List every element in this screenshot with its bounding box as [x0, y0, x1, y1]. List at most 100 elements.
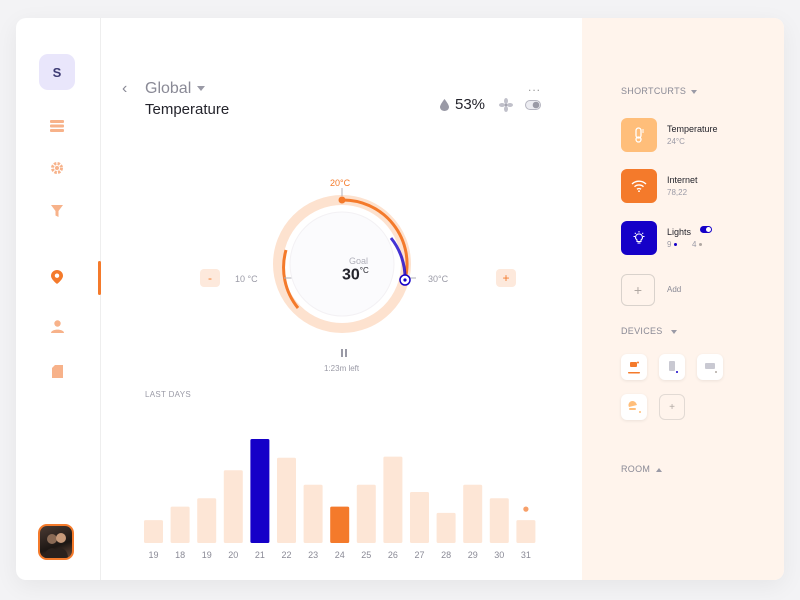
monitor-icon: [705, 363, 717, 373]
lightbulb-icon: [633, 231, 645, 244]
bar-6[interactable]: [303, 484, 323, 543]
main-panel: ‹ Global Temperature ... 53% 20°C - 10 °…: [100, 18, 582, 580]
shortcut-internet-tile[interactable]: [621, 169, 657, 203]
device-display[interactable]: [697, 354, 723, 380]
min-temp-label: 10 °C: [235, 274, 258, 284]
lights-value-a: 9: [667, 240, 672, 249]
goal-unit: °C: [359, 266, 369, 275]
tick-label-3: 20: [228, 550, 238, 560]
chevron-down-icon: [670, 329, 677, 334]
time-left-label: 1:23m left: [324, 364, 360, 373]
lamp-icon: [628, 400, 641, 413]
location-pin-icon[interactable]: [47, 267, 67, 287]
shortcut-internet-value: 78,22: [667, 188, 688, 197]
increase-button[interactable]: +: [496, 269, 516, 287]
device-lamp[interactable]: [621, 394, 647, 420]
sidebar: S: [16, 18, 101, 580]
page-title: Temperature: [145, 101, 230, 118]
shortcut-temperature-value: 24°C: [667, 137, 685, 146]
bar-4[interactable]: [250, 439, 270, 543]
tick-label-0: 19: [148, 550, 158, 560]
shortcut-lights-tile[interactable]: [621, 221, 657, 255]
section-label-last-days: LAST DAYS: [145, 390, 191, 399]
bar-10[interactable]: [410, 492, 429, 543]
bar-0[interactable]: [144, 520, 163, 543]
tick-label-2: 19: [202, 550, 212, 560]
dial-top-label: 20°C: [330, 178, 351, 188]
thermostat-dial[interactable]: [266, 188, 418, 340]
device-heater[interactable]: [621, 354, 647, 380]
shortcut-internet-name: Internet: [667, 175, 698, 185]
devices-heading[interactable]: DEVICES: [621, 326, 677, 336]
shortcut-temperature-tile[interactable]: [621, 118, 657, 152]
bar-2[interactable]: [197, 498, 217, 543]
power-toggle[interactable]: [525, 99, 542, 110]
humidity-readout: 53%: [440, 96, 542, 113]
bar-11[interactable]: [436, 512, 456, 543]
bar-12[interactable]: [463, 484, 483, 543]
lights-off-count: 4: [692, 240, 702, 249]
bar-1[interactable]: [170, 506, 190, 543]
shortcuts-heading-label: SHORTCURTS: [621, 86, 687, 96]
tick-label-13: 30: [494, 550, 504, 560]
bar-5[interactable]: [277, 457, 296, 543]
right-panel: SHORTCURTS Temperature 24°C Internet 78,…: [582, 18, 784, 580]
decrease-button[interactable]: -: [200, 269, 220, 287]
tick-label-14: 31: [521, 550, 531, 560]
add-shortcut-button[interactable]: +: [621, 274, 655, 306]
breadcrumb-label: Global: [145, 80, 192, 97]
wifi-icon: [631, 180, 647, 192]
room-heading-label: ROOM: [621, 464, 651, 474]
add-shortcut-label: Add: [667, 285, 682, 294]
document-icon[interactable]: [47, 361, 67, 381]
chevron-down-icon: [691, 89, 698, 94]
tick-label-12: 29: [468, 550, 478, 560]
max-temp-label: 30°C: [428, 274, 449, 284]
bar-13[interactable]: [489, 498, 509, 543]
back-chevron-icon[interactable]: ‹: [122, 80, 128, 97]
status-dot: [698, 243, 702, 247]
add-device-button[interactable]: +: [659, 394, 685, 420]
goal-label: Goal: [349, 256, 369, 266]
bar-7[interactable]: [330, 506, 350, 543]
tick-label-8: 25: [361, 550, 371, 560]
goal-number: 30: [342, 266, 360, 284]
shortcuts-heading[interactable]: SHORTCURTS: [621, 86, 698, 96]
current-day-marker: [523, 506, 529, 512]
user-icon[interactable]: [47, 316, 67, 336]
gear-icon[interactable]: [47, 158, 67, 178]
lights-on-count: 9: [667, 240, 677, 249]
app-logo[interactable]: S: [39, 54, 75, 90]
chevron-down-icon: [197, 86, 206, 92]
app-window: S ‹ Global Temperature ... 53: [16, 18, 784, 580]
tick-label-5: 22: [281, 550, 291, 560]
lights-toggle[interactable]: [700, 226, 712, 233]
shortcut-temperature-name: Temperature: [667, 124, 718, 134]
heater-icon: [628, 361, 640, 374]
bar-9[interactable]: [383, 456, 403, 543]
active-indicator: [98, 261, 101, 295]
humidity-value: 53%: [455, 96, 486, 113]
chevron-up-icon: [656, 467, 663, 472]
user-avatar[interactable]: [38, 524, 74, 560]
tick-label-9: 26: [388, 550, 398, 560]
speaker-icon: [669, 361, 678, 373]
tick-label-10: 27: [414, 550, 424, 560]
tick-label-1: 18: [175, 550, 185, 560]
goal-value: 30°C: [342, 266, 369, 284]
bar-14[interactable]: [516, 520, 536, 543]
shortcut-lights-name: Lights: [667, 227, 692, 237]
bar-3[interactable]: [223, 470, 243, 543]
water-drop-icon: [440, 98, 449, 111]
filter-icon[interactable]: [47, 201, 67, 221]
device-speaker[interactable]: [659, 354, 685, 380]
fan-icon[interactable]: [499, 97, 514, 112]
more-menu-icon[interactable]: ...: [528, 80, 542, 94]
menu-icon[interactable]: [47, 116, 67, 136]
devices-heading-label: DEVICES: [621, 326, 663, 336]
bar-8[interactable]: [356, 484, 376, 543]
room-heading[interactable]: ROOM: [621, 464, 663, 474]
pause-icon[interactable]: [339, 348, 349, 358]
tick-label-7: 24: [335, 550, 345, 560]
breadcrumb-dropdown[interactable]: Global: [145, 80, 206, 98]
